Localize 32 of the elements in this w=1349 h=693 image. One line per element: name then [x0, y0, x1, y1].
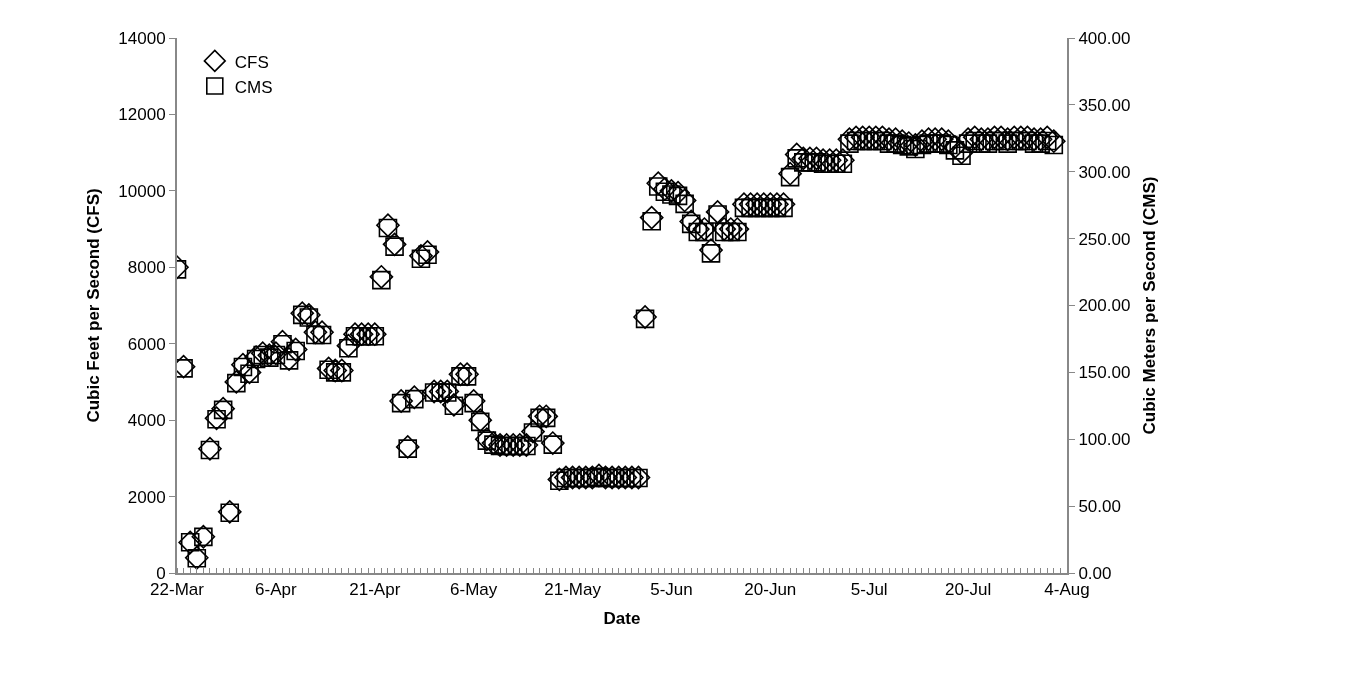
- y-tick-label: 8000: [127, 258, 166, 278]
- y2-tick-label: 400.00: [1078, 28, 1131, 48]
- y-tick-label: 10000: [118, 181, 166, 201]
- y-tick-label: 12000: [118, 105, 166, 125]
- y-tick-label: 14000: [118, 28, 166, 48]
- x-axis-title: Date: [603, 609, 641, 629]
- y2-tick-label: 50.00: [1078, 497, 1121, 517]
- y-tick-label: 4000: [127, 411, 166, 431]
- x-tick-label: 21-Apr: [349, 580, 401, 600]
- y2-tick-label: 0.00: [1078, 563, 1112, 583]
- y2-axis-title: Cubic Meters per Second (CMS): [1140, 176, 1160, 435]
- x-tick-label: 22-Mar: [150, 580, 205, 600]
- x-tick-label: 4-Aug: [1044, 580, 1090, 600]
- y2-tick-label: 150.00: [1078, 363, 1131, 383]
- x-tick-label: 5-Jul: [850, 580, 888, 600]
- y-tick-label: 0: [156, 563, 166, 583]
- y2-tick-label: 100.00: [1078, 430, 1131, 450]
- legend-label: CMS: [234, 77, 273, 97]
- y2-tick-label: 300.00: [1078, 162, 1131, 182]
- y-axis-title: Cubic Feet per Second (CFS): [84, 188, 104, 423]
- x-tick-label: 20-Jul: [944, 580, 992, 600]
- x-tick-label: 21-May: [544, 580, 602, 600]
- x-tick-label: 6-May: [450, 580, 498, 600]
- legend-label: CFS: [234, 52, 269, 72]
- y2-tick-label: 350.00: [1078, 95, 1131, 115]
- x-tick-label: 5-Jun: [650, 580, 693, 600]
- y2-tick-label: 200.00: [1078, 296, 1131, 316]
- y-tick-label: 2000: [127, 487, 166, 507]
- y-tick-label: 6000: [127, 334, 166, 354]
- x-tick-label: 6-Apr: [255, 580, 298, 600]
- y2-tick-label: 250.00: [1078, 229, 1131, 249]
- x-tick-label: 20-Jun: [744, 580, 797, 600]
